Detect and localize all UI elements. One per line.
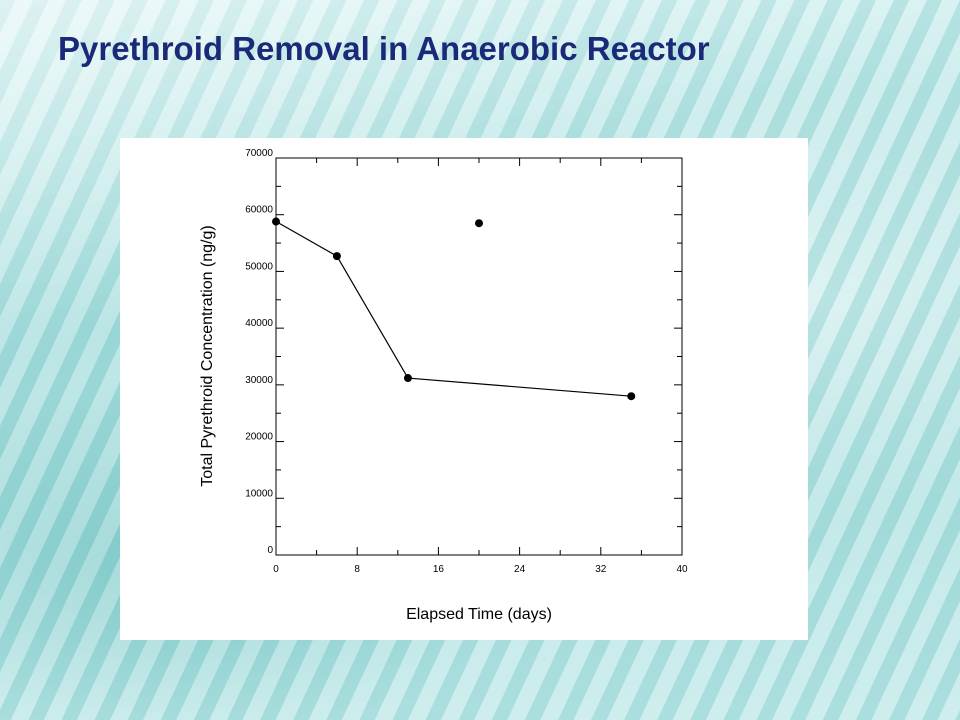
y-tick-label: 50000 [245, 261, 273, 272]
x-tick-label: 32 [595, 564, 607, 575]
x-tick-label: 8 [354, 564, 360, 575]
x-axis-title: Elapsed Time (days) [406, 606, 552, 623]
chart-panel: 0 8 16 24 32 40 0 10000 20000 30000 40000 50000 6000… [120, 138, 808, 640]
data-point [627, 392, 636, 401]
x-tick-label: 16 [433, 564, 445, 575]
x-tick-label: 24 [514, 564, 526, 575]
data-point [475, 219, 483, 228]
y-tick-label: 30000 [245, 375, 273, 386]
data-point [403, 374, 412, 383]
y-axis-title: Total Pyrethroid Concentration (ng/g) [199, 225, 216, 486]
slide-title: Pyrethroid Removal in Anaerobic Reactor [58, 30, 710, 67]
x-tick-label: 40 [676, 564, 688, 575]
y-tick-label: 0 [267, 545, 273, 556]
y-tick-label: 60000 [245, 205, 273, 216]
plot-frame [275, 157, 683, 556]
y-tick-label: 70000 [245, 148, 273, 159]
y-tick-label: 10000 [245, 488, 273, 499]
chart: 0 8 16 24 32 40 0 10000 20000 30000 40000 50000 6000… [199, 148, 688, 623]
data-point [332, 252, 341, 261]
series-line [275, 220, 632, 397]
y-tick-label: 40000 [245, 318, 273, 329]
x-tick-label: 0 [273, 564, 279, 575]
axis-tick-labels: 0 8 16 24 32 40 0 10000 20000 30000 40000 50000 6000… [245, 148, 688, 575]
axis-ticks [275, 157, 683, 556]
series-layer [272, 217, 636, 401]
data-point [272, 217, 280, 226]
y-tick-label: 20000 [245, 432, 273, 443]
